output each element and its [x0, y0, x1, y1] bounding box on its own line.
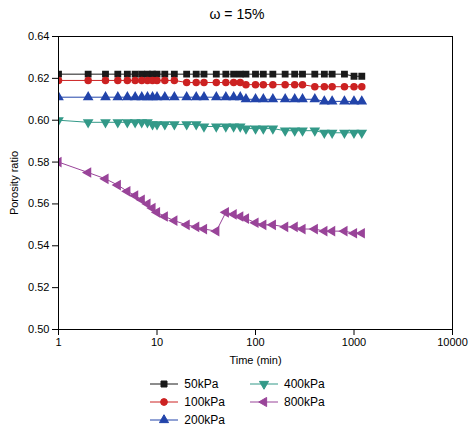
svg-text:0.50: 0.50 — [28, 323, 49, 335]
svg-text:0.54: 0.54 — [28, 239, 49, 251]
svg-text:0.64: 0.64 — [28, 30, 49, 42]
svg-text:0.56: 0.56 — [28, 197, 49, 209]
html-text:50kPa: 50kPa — [184, 377, 219, 391]
svg-text:Porosity ratio: Porosity ratio — [8, 151, 20, 215]
svg-text:10: 10 — [151, 336, 163, 348]
svg-text:10000: 10000 — [437, 336, 468, 348]
html-text:ω = 15%: ω = 15% — [209, 6, 265, 22]
svg-text:100: 100 — [246, 336, 264, 348]
svg-text:1: 1 — [55, 336, 61, 348]
svg-text:0.52: 0.52 — [28, 281, 49, 293]
svg-text:0.58: 0.58 — [28, 156, 49, 168]
html-text:800kPa: 800kPa — [284, 395, 325, 409]
svg-text:Time (min): Time (min) — [229, 354, 281, 366]
svg-text:0.60: 0.60 — [28, 114, 49, 126]
svg-text:1000: 1000 — [342, 336, 366, 348]
html-text:100kPa: 100kPa — [184, 395, 225, 409]
html-text:200kPa: 200kPa — [184, 413, 225, 427]
svg-text:0.62: 0.62 — [28, 72, 49, 84]
html-text:400kPa: 400kPa — [284, 377, 325, 391]
